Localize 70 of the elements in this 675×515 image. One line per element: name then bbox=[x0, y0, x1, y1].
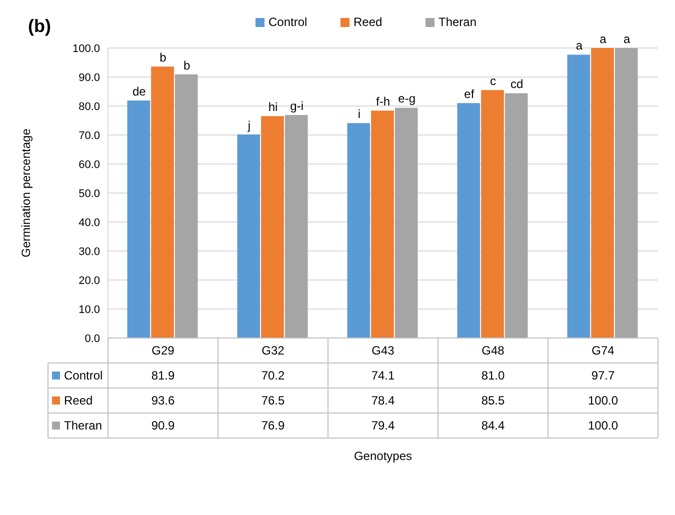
legend-label: Control bbox=[268, 15, 308, 29]
annotation: c bbox=[490, 74, 496, 88]
data-label: 76.5 bbox=[261, 394, 285, 408]
bar bbox=[567, 54, 590, 338]
x-tick-label: G32 bbox=[262, 344, 285, 358]
annotation: f-h bbox=[376, 94, 390, 109]
bar bbox=[457, 103, 480, 338]
text: Genotypes bbox=[354, 449, 412, 463]
bar bbox=[394, 108, 418, 338]
x-tick-label: G29 bbox=[152, 344, 175, 358]
y-tick-label: 100.0 bbox=[72, 42, 100, 55]
y-tick-label: 90.0 bbox=[78, 72, 100, 84]
annotation: a bbox=[576, 38, 583, 53]
bar bbox=[371, 110, 394, 338]
text: a bbox=[623, 32, 630, 46]
data-label: 84.4 bbox=[481, 418, 505, 433]
data-label: 78.4 bbox=[371, 394, 395, 408]
data-label: 90.9 bbox=[151, 418, 175, 433]
bar bbox=[151, 66, 174, 338]
annotation: e-g bbox=[398, 92, 416, 106]
y-tick-label: 10.0 bbox=[78, 304, 100, 316]
legend-label: Reed bbox=[354, 15, 382, 29]
annotation: hi bbox=[268, 100, 278, 114]
chart-title: (b) bbox=[28, 16, 51, 36]
bar bbox=[237, 134, 260, 338]
data-label: 74.1 bbox=[371, 368, 395, 383]
bar bbox=[174, 74, 198, 338]
legend-label: Theran bbox=[438, 15, 477, 29]
y-axis-title: Germination percentage bbox=[19, 128, 33, 258]
data-label: 70.2 bbox=[261, 368, 285, 383]
y-tick-label: 60.0 bbox=[78, 158, 100, 171]
y-tick-label: 70.0 bbox=[78, 130, 100, 142]
data-label: 81.0 bbox=[481, 368, 505, 383]
data-label: 100.0 bbox=[588, 418, 618, 433]
bar bbox=[127, 100, 150, 338]
data-label: 85.5 bbox=[481, 394, 505, 408]
annotation: b bbox=[183, 58, 190, 72]
annotation: de bbox=[132, 84, 146, 98]
y-tick-label: 40.0 bbox=[78, 216, 100, 229]
x-tick-label: G74 bbox=[592, 344, 615, 358]
data-label: 79.4 bbox=[371, 418, 395, 433]
y-tick-label: 20.0 bbox=[78, 274, 100, 287]
text: Control bbox=[64, 368, 103, 383]
data-label: 100.0 bbox=[588, 394, 618, 408]
y-tick-label: 0.0 bbox=[84, 332, 100, 345]
text: Theran bbox=[64, 418, 102, 433]
annotation: j bbox=[246, 118, 251, 132]
bar bbox=[284, 114, 308, 338]
bar bbox=[261, 116, 284, 338]
x-tick-label: G43 bbox=[372, 344, 395, 358]
y-tick-label: 30.0 bbox=[78, 246, 100, 258]
annotation: g-i bbox=[290, 98, 304, 113]
text: a bbox=[600, 32, 607, 46]
data-label: 93.6 bbox=[151, 394, 175, 408]
y-tick-label: 80.0 bbox=[78, 100, 100, 113]
data-label: 76.9 bbox=[261, 418, 285, 433]
x-tick-label: G48 bbox=[482, 344, 505, 358]
data-label: 97.7 bbox=[591, 368, 615, 383]
bar bbox=[614, 48, 638, 338]
text: Reed bbox=[64, 394, 93, 408]
bar bbox=[347, 123, 370, 338]
bar bbox=[591, 48, 614, 338]
data-label: 81.9 bbox=[151, 368, 175, 383]
annotation: b bbox=[160, 50, 167, 65]
annotation: cd bbox=[510, 77, 524, 92]
bar bbox=[481, 90, 504, 338]
annotation: i bbox=[358, 107, 361, 122]
bar bbox=[504, 93, 528, 338]
y-tick-label: 50.0 bbox=[78, 188, 100, 200]
annotation: ef bbox=[464, 87, 475, 102]
